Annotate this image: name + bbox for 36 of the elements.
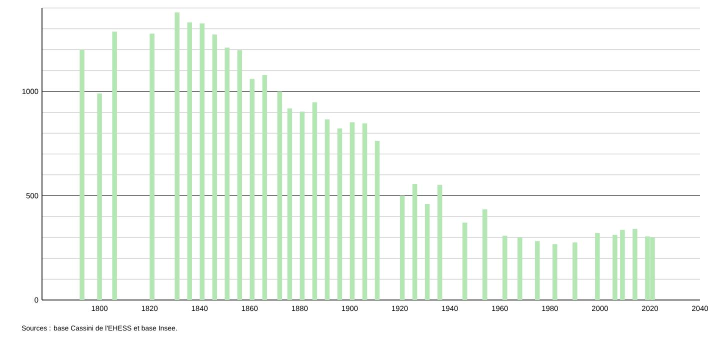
bar [262, 74, 268, 300]
bar [97, 94, 102, 300]
bar [150, 34, 154, 300]
bar [200, 23, 205, 300]
bar [277, 91, 282, 300]
bar [362, 123, 368, 300]
bar [620, 230, 625, 300]
bar [482, 209, 488, 300]
bar [632, 228, 638, 300]
bar [112, 32, 117, 300]
bar [552, 244, 558, 300]
bar [187, 22, 192, 300]
bar [424, 204, 430, 300]
bar [300, 112, 305, 300]
bar [80, 50, 84, 300]
bar [237, 50, 242, 300]
bar [437, 184, 442, 300]
bar [324, 119, 330, 300]
bar [337, 128, 342, 300]
bar [250, 78, 255, 300]
bar [462, 222, 468, 300]
bar [350, 122, 355, 300]
bar [400, 196, 405, 300]
bar [517, 237, 522, 300]
bar [572, 242, 578, 300]
bar [287, 108, 292, 300]
bar [224, 48, 230, 300]
bar [174, 12, 180, 300]
bar [612, 234, 618, 300]
bar [374, 140, 380, 300]
bar [535, 241, 540, 300]
bar [595, 233, 600, 300]
bar [312, 102, 318, 300]
bar [212, 34, 218, 300]
bar [412, 184, 418, 300]
bar [502, 236, 508, 300]
